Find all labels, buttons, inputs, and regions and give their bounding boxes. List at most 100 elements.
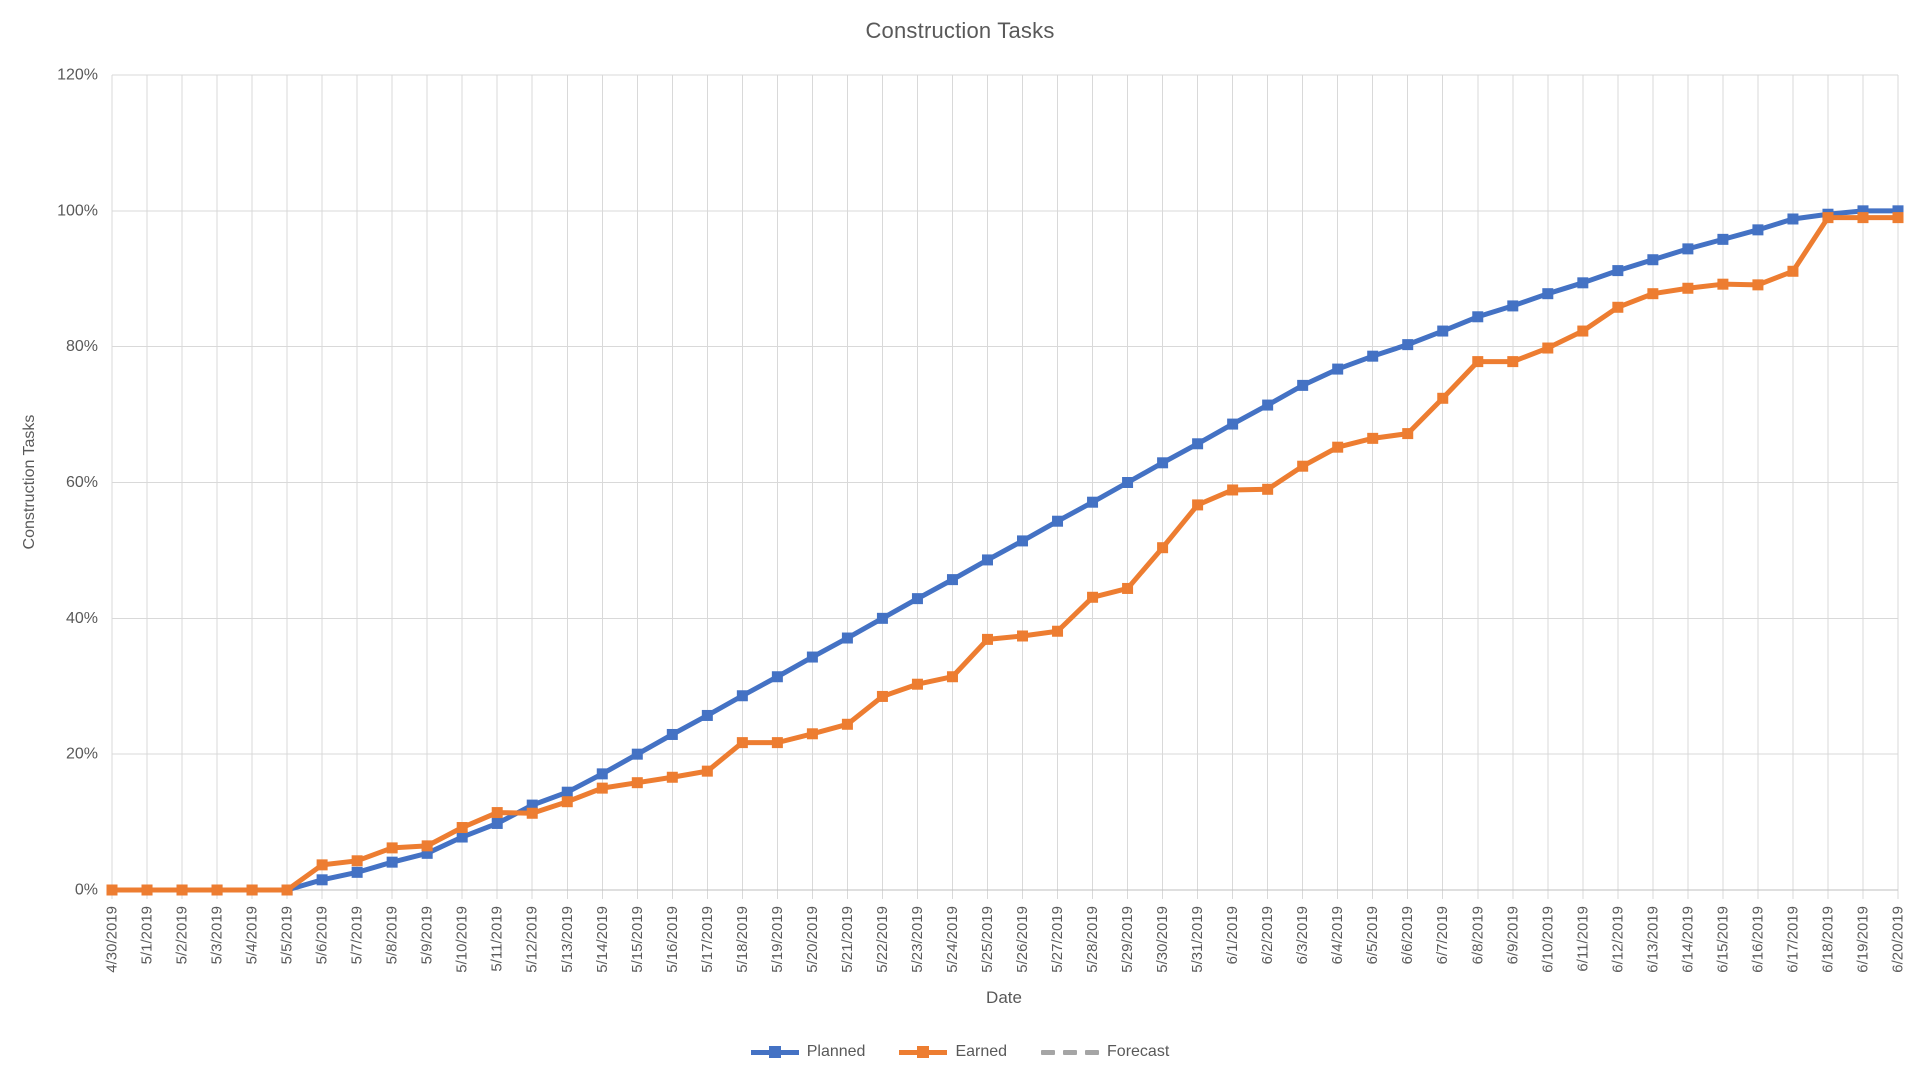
- planned-marker: [1192, 438, 1204, 450]
- planned-marker: [1472, 311, 1484, 323]
- x-tick-label: 6/9/2019: [1504, 906, 1521, 964]
- planned-marker: [1017, 535, 1029, 547]
- x-tick-label: 5/4/2019: [244, 906, 261, 964]
- x-tick-label: 6/11/2019: [1574, 906, 1591, 972]
- earned-marker: [316, 859, 328, 871]
- earned-marker: [386, 842, 398, 854]
- earned-marker: [911, 678, 923, 690]
- planned-marker: [1787, 213, 1799, 225]
- planned-marker: [736, 690, 748, 702]
- earned-marker: [771, 737, 783, 749]
- x-tick-label: 5/1/2019: [139, 906, 156, 964]
- x-axis-title: Date: [986, 988, 1022, 1007]
- legend-item-planned[interactable]: Planned: [750, 1043, 866, 1061]
- chart-title: Construction Tasks: [865, 18, 1055, 43]
- earned-marker: [701, 765, 713, 777]
- x-tick-label: 5/3/2019: [209, 906, 226, 964]
- planned-marker: [771, 671, 783, 683]
- x-tick-labels: 4/30/2019 5/1/2019 5/2/2019 5/3/2019 5/4/201…: [104, 906, 1907, 973]
- planned-marker: [1752, 224, 1764, 236]
- x-tick-label: 6/12/2019: [1609, 906, 1626, 973]
- planned-marker: [596, 768, 608, 780]
- earned-marker: [1052, 625, 1064, 637]
- x-tick-label: 6/19/2019: [1854, 906, 1871, 973]
- earned-marker: [1752, 279, 1764, 291]
- y-tick-label: 40%: [66, 610, 98, 627]
- planned-marker: [1262, 399, 1274, 411]
- y-tick-label: 20%: [66, 746, 98, 763]
- planned-marker: [1577, 277, 1589, 289]
- earned-marker: [1542, 342, 1554, 354]
- x-tick-label: 5/22/2019: [874, 906, 891, 973]
- planned-marker: [841, 632, 853, 644]
- earned-marker: [1017, 630, 1029, 642]
- planned-marker: [1717, 233, 1729, 245]
- x-tick-label: 5/29/2019: [1119, 906, 1136, 973]
- earned-marker: [981, 633, 993, 645]
- planned-marker: [806, 651, 818, 663]
- planned-marker: [1052, 515, 1064, 527]
- earned-marker: [1577, 325, 1589, 337]
- earned-marker: [1262, 483, 1274, 495]
- planned-marker: [631, 748, 643, 760]
- x-tick-label: 6/17/2019: [1784, 906, 1801, 973]
- earned-marker: [106, 884, 118, 896]
- x-tick-label: 6/15/2019: [1714, 906, 1731, 973]
- planned-marker: [946, 574, 958, 586]
- earned-marker: [421, 840, 433, 852]
- planned-marker: [1437, 325, 1449, 337]
- x-tick-label: 6/20/2019: [1890, 906, 1907, 973]
- x-tick-label: 6/10/2019: [1539, 906, 1556, 973]
- planned-marker: [876, 612, 888, 624]
- x-tick-label: 6/16/2019: [1749, 906, 1766, 973]
- legend-item-earned[interactable]: Earned: [899, 1043, 1007, 1061]
- earned-marker: [666, 771, 678, 783]
- earned-marker: [1227, 484, 1239, 496]
- planned-marker: [1682, 243, 1694, 255]
- legend-label-planned: Planned: [806, 1043, 866, 1060]
- legend-label-forecast: Forecast: [1107, 1043, 1170, 1060]
- x-tick-label: 5/31/2019: [1189, 906, 1206, 973]
- horizontal-gridlines: [112, 74, 1898, 755]
- earned-marker: [1087, 591, 1099, 603]
- earned-marker: [841, 718, 853, 730]
- earned-marker: [1402, 428, 1414, 440]
- earned-marker: [351, 855, 363, 867]
- x-tick-label: 5/19/2019: [769, 906, 786, 973]
- planned-marker: [1647, 254, 1659, 266]
- x-tick-label: 5/12/2019: [524, 906, 541, 973]
- y-tick-label: 100%: [57, 202, 98, 219]
- planned-marker: [351, 866, 363, 878]
- earned-marker: [1192, 499, 1204, 511]
- x-tick-label: 5/5/2019: [279, 906, 296, 964]
- planned-marker: [1612, 265, 1624, 277]
- earned-marker: [1857, 212, 1869, 224]
- x-tick-label: 5/7/2019: [349, 906, 366, 964]
- earned-marker: [491, 807, 503, 819]
- earned-series: [106, 212, 1904, 896]
- earned-line-swatch: [899, 1046, 948, 1058]
- planned-marker: [1367, 350, 1379, 362]
- earned-marker: [806, 728, 818, 740]
- x-tick-label: 5/30/2019: [1154, 906, 1171, 973]
- earned-marker: [281, 884, 293, 896]
- earned-marker: [1717, 278, 1729, 290]
- planned-marker: [1087, 496, 1099, 508]
- planned-marker: [911, 593, 923, 605]
- y-tick-label: 0%: [75, 882, 98, 899]
- planned-line-swatch: [750, 1046, 799, 1058]
- planned-series: [106, 205, 1904, 896]
- x-tick-label: 5/17/2019: [699, 906, 716, 973]
- legend-label-earned: Earned: [955, 1043, 1008, 1060]
- legend-item-forecast[interactable]: Forecast: [1041, 1043, 1169, 1061]
- x-tick-label: 5/2/2019: [174, 906, 191, 964]
- earned-marker: [1892, 212, 1904, 224]
- x-tick-label: 5/23/2019: [909, 906, 926, 973]
- planned-marker: [386, 856, 398, 868]
- earned-marker: [1332, 441, 1344, 453]
- y-tick-label: 60%: [66, 474, 98, 491]
- x-tick-label: 5/20/2019: [804, 906, 821, 973]
- planned-marker: [561, 786, 573, 798]
- earned-marker: [946, 671, 958, 683]
